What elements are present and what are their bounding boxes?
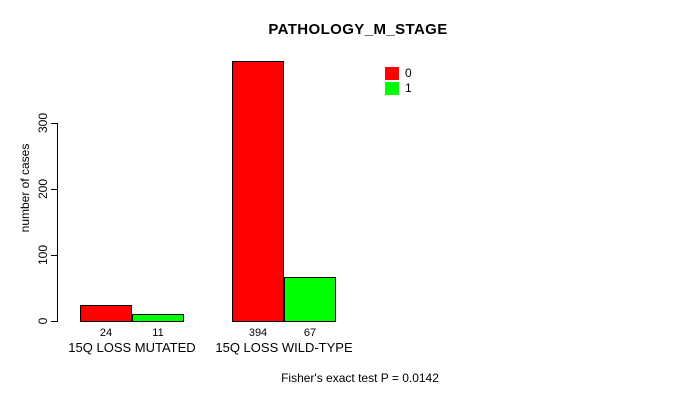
legend-label-1: 1	[405, 80, 412, 95]
y-axis-line	[57, 123, 58, 322]
legend: 0 1	[385, 66, 412, 96]
chart-title: PATHOLOGY_M_STAGE	[268, 21, 448, 38]
bar-value-label: 11	[152, 327, 164, 339]
fisher-test-annotation: Fisher's exact test P = 0.0142	[281, 371, 439, 385]
bar-15q-loss-wild-type-series-1	[284, 277, 336, 322]
legend-swatch-green	[385, 81, 399, 95]
bar-15q-loss-mutated-series-0	[80, 305, 132, 322]
y-tick	[51, 189, 58, 190]
y-tick-label: 0	[36, 317, 50, 325]
y-tick	[51, 321, 58, 322]
category-label: 15Q LOSS MUTATED	[68, 340, 196, 355]
y-axis-label: number of cases	[18, 143, 32, 233]
y-tick	[51, 123, 58, 124]
y-tick	[51, 255, 58, 256]
bar-15q-loss-wild-type-series-0	[232, 61, 284, 322]
legend-item-1: 1	[385, 81, 412, 95]
bar-value-label: 394	[248, 327, 268, 339]
bar-15q-loss-mutated-series-1	[132, 314, 184, 322]
category-label: 15Q LOSS WILD-TYPE	[215, 340, 353, 355]
y-tick-label: 200	[36, 178, 50, 200]
legend-swatch-red	[385, 66, 399, 80]
legend-label-0: 0	[405, 65, 412, 80]
y-tick-label: 100	[36, 244, 50, 266]
bar-value-label: 67	[303, 327, 317, 339]
legend-item-0: 0	[385, 66, 412, 80]
bar-value-label: 24	[99, 327, 113, 339]
y-tick-label: 300	[36, 112, 50, 134]
